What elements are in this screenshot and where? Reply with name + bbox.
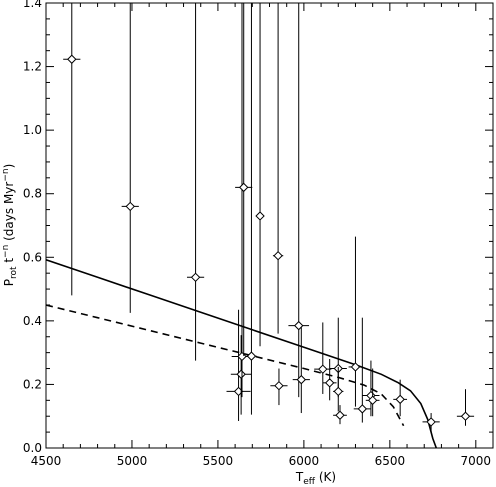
data-point <box>333 366 344 412</box>
data-point <box>270 368 288 406</box>
diamond-marker <box>273 250 283 261</box>
x-tick-label: 7000 <box>461 454 492 468</box>
data-point <box>272 3 284 334</box>
data-point <box>246 3 257 415</box>
data-point <box>121 3 139 313</box>
y-tick-label: 1.2 <box>23 60 42 74</box>
data-point <box>353 317 371 423</box>
diamond-marker <box>246 351 257 361</box>
y-tick-label: 0.2 <box>23 377 42 391</box>
data-point <box>322 359 337 401</box>
x-tick-label: 6000 <box>289 454 320 468</box>
data-point <box>314 322 332 394</box>
x-tick-label: 5000 <box>117 454 148 468</box>
data-point <box>422 413 440 433</box>
data-point <box>226 309 251 421</box>
plot-area <box>46 3 475 448</box>
diamond-marker <box>274 380 284 391</box>
curve-dashed <box>46 304 405 427</box>
diamond-marker <box>460 411 471 421</box>
diamond-marker <box>426 417 436 427</box>
diamond-marker <box>357 404 368 414</box>
data-point <box>333 405 347 425</box>
diamond-marker <box>236 369 246 379</box>
y-axis-title: Prot t−n (days Myr−n) <box>1 164 19 287</box>
diamond-marker <box>294 320 304 331</box>
data-point <box>255 3 265 347</box>
data-point <box>63 3 81 296</box>
y-tick-label: 1.0 <box>23 123 42 137</box>
data-point <box>393 379 408 417</box>
diamond-marker <box>190 272 201 283</box>
diamond-marker <box>318 364 328 374</box>
y-tick-label: 1.4 <box>23 0 42 10</box>
diamond-marker <box>255 211 265 221</box>
diamond-marker <box>125 201 135 212</box>
y-tick-label: 0.6 <box>23 250 42 264</box>
data-point <box>230 335 252 415</box>
data-point <box>231 3 253 398</box>
x-tick-label: 6500 <box>375 454 406 468</box>
data-point <box>348 236 363 407</box>
data-point <box>365 368 380 417</box>
diamond-marker <box>395 394 405 405</box>
x-axis-title: Teff (K) <box>295 470 336 487</box>
diamond-marker <box>333 386 343 397</box>
data-point <box>235 3 253 356</box>
axis-ticks <box>45 2 494 449</box>
data-point <box>186 3 205 361</box>
diamond-marker <box>367 395 378 406</box>
plot-frame <box>45 2 494 449</box>
diamond-marker <box>296 374 307 385</box>
diamond-marker <box>350 362 361 372</box>
data-point <box>288 3 310 398</box>
diamond-marker <box>324 378 335 388</box>
diamond-marker <box>239 182 249 193</box>
data-point <box>292 327 310 414</box>
curve-solid <box>46 259 438 448</box>
diamond-marker <box>335 410 345 420</box>
data-point <box>456 389 475 426</box>
plot-marks <box>46 3 475 448</box>
x-tick-label: 5500 <box>203 454 234 468</box>
y-tick-label: 0.4 <box>23 314 42 328</box>
x-tick-label: 4500 <box>31 454 62 468</box>
y-tick-label: 0.8 <box>23 187 42 201</box>
y-tick-label: 0.0 <box>23 441 42 455</box>
diamond-marker <box>67 54 77 64</box>
